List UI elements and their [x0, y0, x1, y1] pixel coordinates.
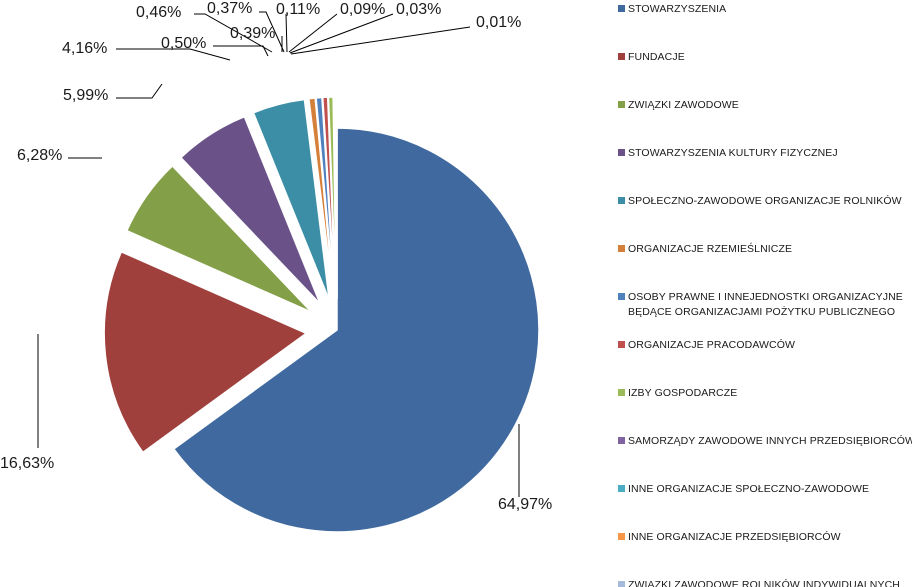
legend-item: INNE ORGANIZACJE PRZEDSIĘBIORCÓW	[618, 530, 841, 543]
leader-line	[289, 13, 394, 54]
legend-label: BĘDĄCE ORGANIZACJAMI POŻYTKU PUBLICZNEGO	[628, 305, 895, 318]
legend-item: STOWARZYSZENIA KULTURY FIZYCZNEJ	[618, 147, 838, 159]
legend-label: ZWIĄZKI ZAWODOWE ROLNIKÓW INDYWIDUALNYCH	[628, 578, 900, 587]
data-label: 0,09%	[340, 1, 385, 18]
pie-slice	[125, 164, 313, 313]
legend-item: ORGANIZACJE PRACODAWCÓW	[618, 338, 795, 351]
legend-item: INNE ORGANIZACJE SPOŁECZNO-ZAWODOWE	[618, 483, 869, 495]
pie-slice	[308, 97, 335, 300]
legend-swatch	[618, 485, 625, 492]
data-labels: 64,97% 16,63% 6,28% 5,99% 4,16% 0,50% 0,46% 0,3…	[0, 0, 552, 513]
legend-item: ZWIĄZKI ZAWODOWE ROLNIKÓW INDYWIDUALNYCH	[618, 578, 900, 587]
data-label: 0,39%	[230, 25, 275, 42]
legend: STOWARZYSZENIA FUNDACJE ZWIĄZKI ZAWODOWE ST…	[618, 3, 912, 587]
legend-item: SPOŁECZNO-ZAWODOWE ORGANIZACJE ROLNIKÓW	[618, 194, 902, 207]
leader-line	[285, 13, 288, 53]
data-label: 0,03%	[396, 1, 441, 18]
data-label: 4,16%	[62, 40, 107, 57]
pie-slice	[315, 96, 336, 300]
legend-swatch	[618, 437, 625, 444]
legend-label: IZBY GOSPODARCZE	[628, 387, 737, 399]
legend-swatch	[618, 53, 625, 60]
data-label: 6,28%	[17, 147, 62, 164]
leader-line	[259, 11, 285, 53]
pie-slice	[252, 98, 330, 301]
legend-item: STOWARZYSZENIA	[618, 3, 726, 15]
legend-item: ORGANIZACJE RZEMIEŚLNICZE	[618, 242, 792, 255]
legend-swatch	[618, 5, 625, 12]
legend-swatch	[618, 149, 625, 156]
pie-slices	[103, 96, 540, 533]
legend-item: FUNDACJE	[618, 51, 685, 63]
data-label: 16,63%	[0, 455, 54, 472]
legend-label: ORGANIZACJE PRACODAWCÓW	[628, 338, 795, 351]
legend-item: ZWIĄZKI ZAWODOWE	[618, 99, 739, 111]
legend-swatch	[618, 389, 625, 396]
legend-swatch	[618, 293, 625, 300]
data-label: 0,11%	[276, 1, 320, 18]
legend-swatch	[618, 341, 625, 348]
leader-line	[290, 26, 471, 55]
legend-label: ZWIĄZKI ZAWODOWE	[628, 99, 739, 111]
data-label: 5,99%	[63, 87, 108, 104]
data-label: 64,97%	[498, 496, 552, 513]
legend-label: ORGANIZACJE RZEMIEŚLNICZE	[628, 242, 792, 255]
legend-label: INNE ORGANIZACJE SPOŁECZNO-ZAWODOWE	[628, 483, 869, 495]
data-label: 0,46%	[136, 4, 181, 21]
data-label: 0,37%	[207, 0, 252, 17]
pie-slice	[179, 115, 321, 305]
legend-swatch	[618, 245, 625, 252]
legend-label: OSOBY PRAWNE I INNEJEDNOSTKI ORGANIZACYJ…	[628, 291, 903, 303]
legend-item: OSOBY PRAWNE I INNEJEDNOSTKI ORGANIZACYJ…	[618, 291, 903, 318]
legend-label: FUNDACJE	[628, 51, 685, 63]
leader-line	[194, 13, 273, 53]
legend-item: IZBY GOSPODARCZE	[618, 387, 737, 399]
legend-label: STOWARZYSZENIA	[628, 3, 726, 15]
legend-swatch	[618, 581, 625, 587]
legend-swatch	[618, 197, 625, 204]
leader-line	[288, 13, 338, 53]
legend-label: SAMORZĄDY ZAWODOWE INNYCH PRZEDSIĘBIORCÓ…	[628, 434, 912, 447]
legend-swatch	[618, 533, 625, 540]
pie-slice	[172, 127, 540, 533]
leader-line	[213, 45, 269, 57]
leader-line	[116, 48, 231, 61]
legend-label: STOWARZYSZENIA KULTURY FIZYCZNEJ	[628, 147, 838, 159]
leader-line	[116, 83, 163, 99]
legend-label: SPOŁECZNO-ZAWODOWE ORGANIZACJE ROLNIKÓW	[628, 194, 902, 207]
legend-item: SAMORZĄDY ZAWODOWE INNYCH PRZEDSIĘBIORCÓ…	[618, 434, 912, 447]
pie-slice	[103, 250, 308, 454]
leader-lines	[37, 11, 520, 497]
legend-swatch	[618, 101, 625, 108]
legend-label: INNE ORGANIZACJE PRZEDSIĘBIORCÓW	[628, 530, 841, 543]
data-label: 0,50%	[161, 35, 206, 52]
data-label: 0,01%	[476, 14, 521, 31]
